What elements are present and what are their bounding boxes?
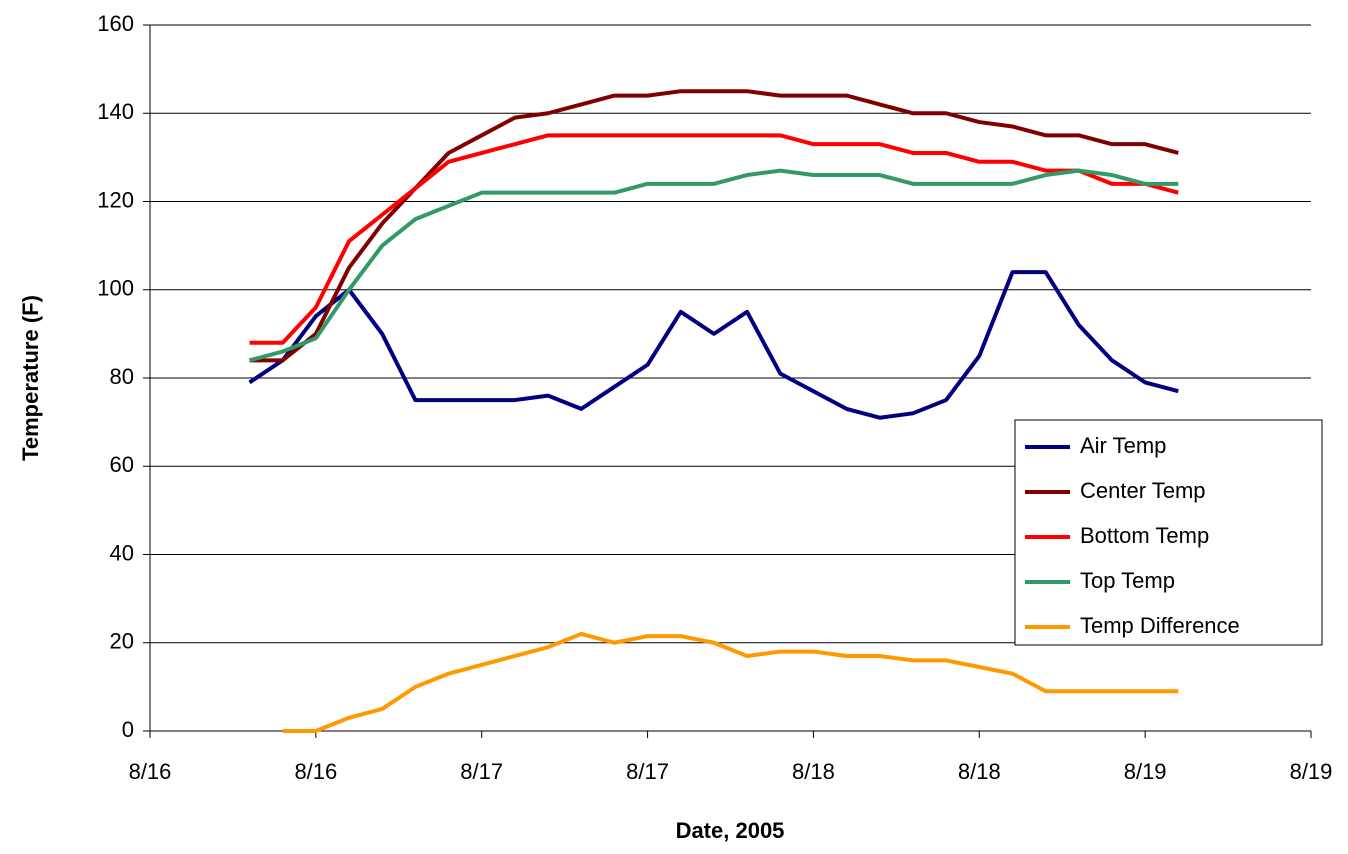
series-line	[282, 631, 1179, 733]
legend-label: Center Temp	[1080, 478, 1206, 503]
legend-box	[1014, 419, 1323, 646]
legend-label: Air Temp	[1080, 433, 1166, 458]
y-tick-label: 60	[110, 452, 134, 477]
x-tick-label: 8/17	[626, 759, 669, 784]
series-line	[249, 133, 1179, 345]
x-tick-label: 8/19	[1124, 759, 1167, 784]
legend-label: Temp Difference	[1080, 613, 1240, 638]
legend-label: Bottom Temp	[1080, 523, 1209, 548]
y-tick-label: 80	[110, 364, 134, 389]
y-tick-label: 40	[110, 540, 134, 565]
y-tick-label: 20	[110, 629, 134, 654]
series-line	[248, 270, 1179, 420]
y-tick-label: 100	[97, 276, 134, 301]
x-tick-label: 8/19	[1290, 759, 1333, 784]
x-tick-label: 8/16	[129, 759, 172, 784]
y-tick-label: 0	[122, 717, 134, 742]
x-tick-label: 8/18	[792, 759, 835, 784]
series-line	[248, 168, 1179, 363]
x-tick-label: 8/18	[958, 759, 1001, 784]
x-tick-label: 8/17	[460, 759, 503, 784]
series-line	[249, 89, 1179, 363]
x-tick-label: 8/16	[294, 759, 337, 784]
y-tick-label: 160	[97, 11, 134, 36]
y-axis-title: Temperature (F)	[18, 295, 43, 461]
x-axis-title: Date, 2005	[676, 818, 785, 843]
y-tick-label: 120	[97, 187, 134, 212]
legend-label: Top Temp	[1080, 568, 1175, 593]
y-tick-label: 140	[97, 99, 134, 124]
